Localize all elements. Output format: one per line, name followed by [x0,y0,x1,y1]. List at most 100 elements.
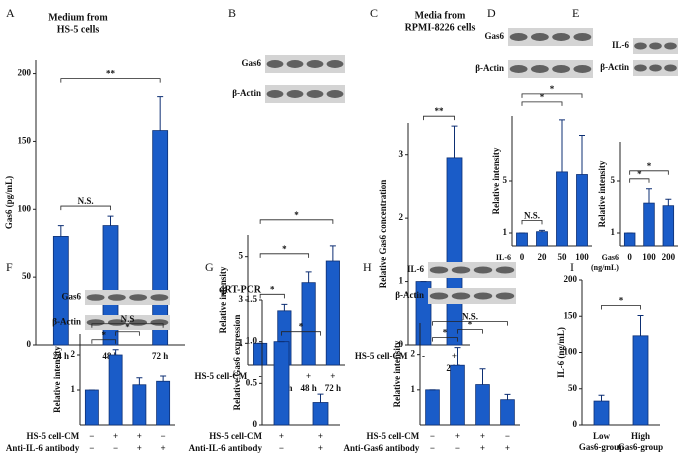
condition-label: + [318,431,323,441]
error-bar [329,245,336,261]
y-tick-label: 200 [18,68,32,78]
error-bar [479,368,486,385]
panel-title: qRT-PCR [219,284,262,295]
condition-label: + [455,431,460,441]
blot-band [429,266,449,274]
significance-bracket [423,115,455,121]
y-tick-label: 100 [18,203,32,213]
condition-name: HS-5 cell-CM [194,371,247,381]
significance-label: * [294,210,299,220]
y-tick-label: 1.0 [246,336,258,346]
blot-band [634,64,647,72]
condition-name: IL-6 [496,253,511,262]
error-bar [317,393,324,403]
blot-band [107,294,126,301]
condition-name: Anti-IL-6 antibody [189,443,263,453]
y-tick-label: 3 [239,294,244,304]
x-tick-label: High [631,431,650,441]
error-bar [160,375,167,382]
blot-band [473,292,493,300]
bar [450,364,465,426]
y-tick-label: 50 [568,383,578,393]
blot-band [451,266,471,274]
bar [253,342,268,366]
panel-title: HS-5 cells [57,24,100,35]
y-axis-label: Relative Gas6 expression [232,315,242,411]
condition-label: − [455,443,460,453]
blot-band [107,319,126,326]
condition-label: − [161,431,166,441]
significance-bracket [521,220,543,225]
condition-name: HS-5 cell-CM [355,351,408,361]
x-tick-label: Gas6-group [579,442,624,452]
panel-letter: C [370,6,378,20]
significance-label: * [468,320,473,330]
condition-name: Anti-IL-6 antibody [6,443,80,453]
significance-bracket [91,339,117,344]
condition-label: - [422,351,425,361]
significance-label: N.S. [524,210,540,220]
significance-bracket [432,321,508,326]
blot-band [649,42,662,50]
blot-background [508,60,593,78]
significance-label: * [637,169,642,179]
y-tick-label: 3 [399,149,404,159]
blot-band [266,90,284,98]
x-tick-label: Low [593,431,611,441]
condition-label: + [480,443,485,453]
panel-letter: G [205,260,214,274]
significance-label: N.S. [462,312,478,322]
blot-background [265,85,345,103]
condition-label: 200 [662,252,676,262]
y-tick-label: 50 [22,271,32,281]
x-tick-label: Gas6-group [618,442,663,452]
panel-title: Medium from [48,12,108,23]
y-axis-label: Relative intensity [491,147,501,214]
y-tick-label: 5 [611,175,616,185]
condition-label: − [430,443,435,453]
blot-band [530,33,549,41]
y-tick-label: 0 [253,419,258,429]
y-tick-label: 5 [503,175,508,185]
condition-label: 0 [627,252,632,262]
bar [132,384,147,426]
significance-label: * [540,92,545,102]
significance-bracket [521,93,583,98]
condition-label: − [279,443,284,453]
blot-background [265,55,345,73]
bar [593,400,610,426]
y-axis-label: IL-6 (ng/mL) [556,327,566,378]
bar [475,384,490,426]
significance-label: * [102,330,107,340]
panel-title: Media from [415,10,466,21]
y-tick-label: 5 [239,251,244,261]
condition-label: 48 h [300,383,316,393]
bar [84,389,99,426]
blot-background [428,262,516,278]
significance-bracket [60,205,111,211]
error-bar [305,271,312,283]
bar [425,389,440,426]
y-axis-label: Relative intensity [52,346,62,413]
blot-band [664,42,677,50]
blot-label: IL-6 [407,264,425,274]
significance-label: ** [106,69,116,79]
condition-label: + [306,371,311,381]
significance-bracket [457,329,483,334]
condition-name: HS-5 cell-CM [367,431,420,441]
significance-bracket [259,253,310,258]
blot-band [266,60,284,68]
condition-label: + [505,443,510,453]
panel-letter: I [570,260,574,274]
panel-letter: B [228,6,236,20]
x-tick-label: 24 h [53,351,69,361]
y-tick-label: 2 [71,349,76,359]
condition-label: + [161,443,166,453]
blot-label: β-Actin [475,63,504,73]
significance-label: N.S. [78,196,94,206]
significance-label: * [443,328,448,338]
blot-band [286,60,304,68]
error-bar [454,347,461,366]
condition-label: − [89,431,94,441]
condition-label: + [137,431,142,441]
